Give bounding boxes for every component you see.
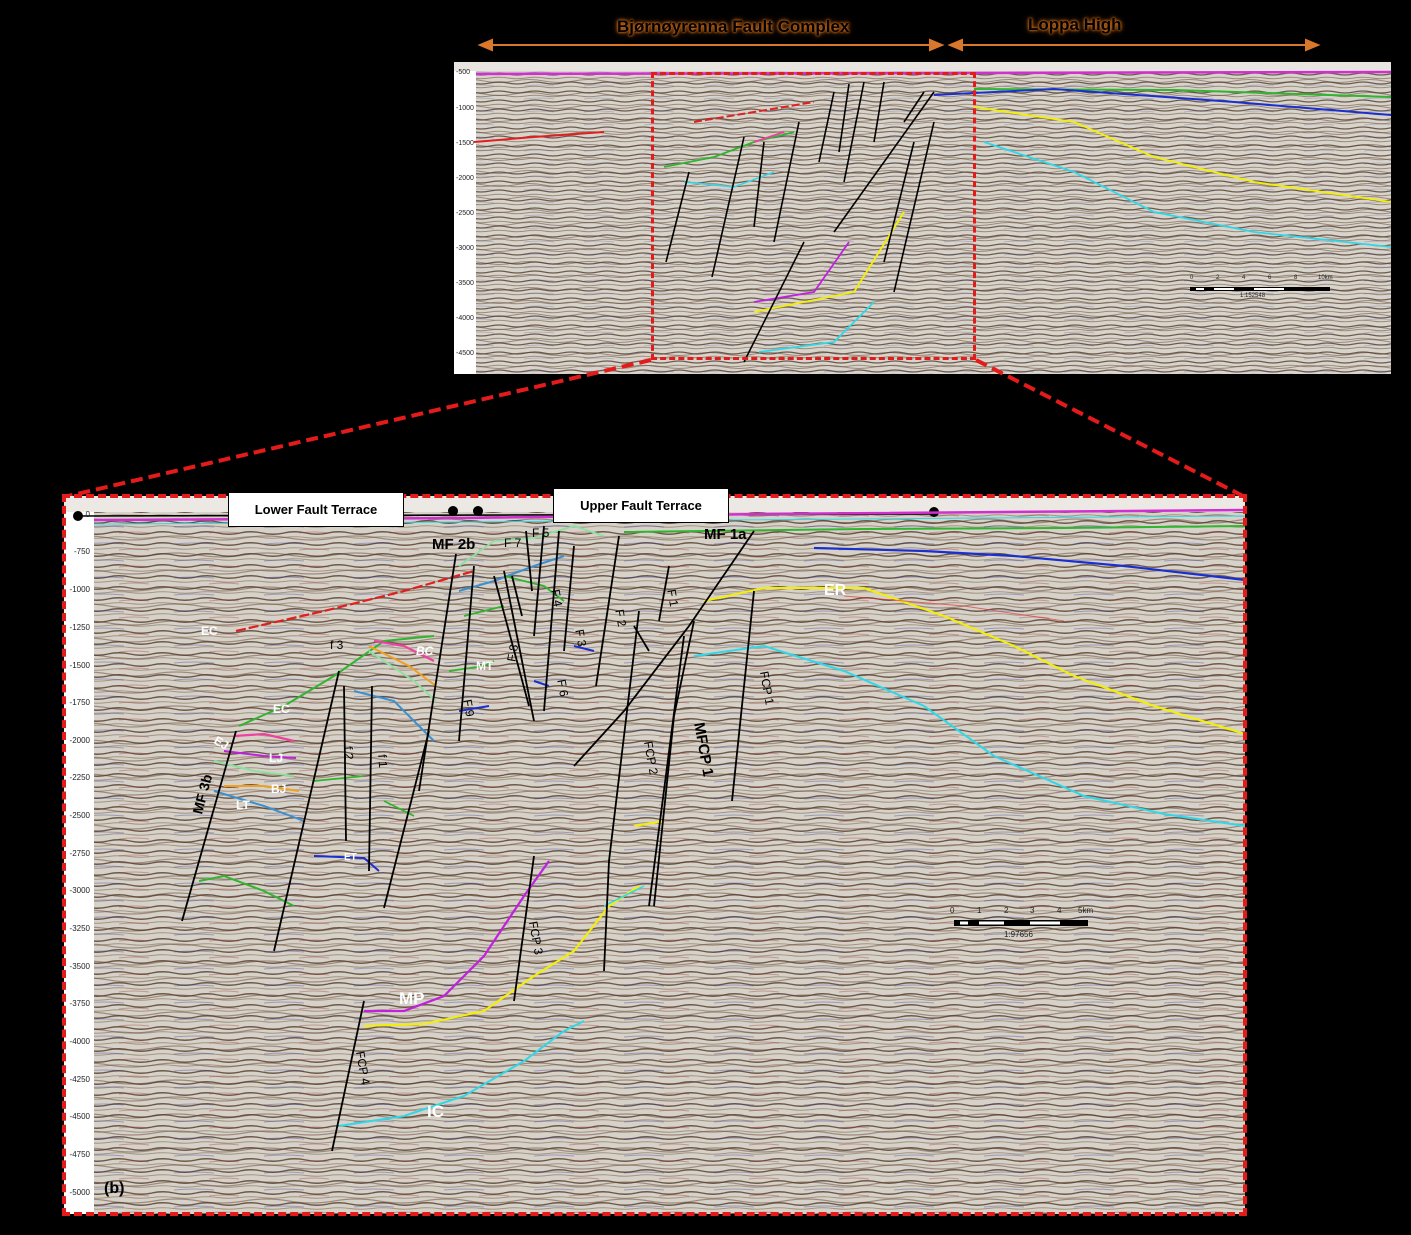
horizon-label: LJ <box>269 751 284 765</box>
detail-depth-tick: -2000 <box>69 736 90 745</box>
detail-scale-tick: 3 <box>1030 906 1035 915</box>
overview-seismic-image <box>454 62 1391 374</box>
overview-scale-bar: 0 2 4 6 8 10km 1:152548 <box>1190 275 1340 305</box>
detail-seismic-panel: 0 -750 -1000 -1250 -1500 -1750 -2000 -22… <box>64 496 1245 1214</box>
detail-depth-axis: 0 -750 -1000 -1250 -1500 -1750 -2000 -22… <box>64 496 94 1214</box>
detail-scale-bar: 0 1 2 3 4 5km 1:97656 <box>950 906 1100 946</box>
overview-scale-ratio: 1:152548 <box>1240 293 1266 299</box>
detail-scale-tick: 5km <box>1078 906 1094 915</box>
horizon-label: EC <box>273 702 290 716</box>
overview-scale-tick: 8 <box>1294 275 1298 281</box>
region-arrows <box>477 38 1321 52</box>
fault-label: MF 1a <box>704 526 747 543</box>
detail-scale-tick: 1 <box>977 906 982 915</box>
detail-depth-tick: -2500 <box>69 811 90 820</box>
horizon-label: ER <box>824 582 847 599</box>
detail-depth-tick: -750 <box>73 547 90 556</box>
horizon-label: ET <box>344 852 357 863</box>
detail-depth-tick: -4000 <box>69 1037 90 1046</box>
overview-scale-tick: 0 <box>1190 275 1194 281</box>
horizon-label: MP <box>399 989 425 1008</box>
horizon-label: BC <box>416 644 434 658</box>
detail-depth-tick: -4250 <box>69 1075 90 1084</box>
detail-depth-tick: -1000 <box>69 585 90 594</box>
overview-depth-tick: -3000 <box>456 245 474 252</box>
overview-depth-tick: -4500 <box>456 350 474 357</box>
horizon-label: EC <box>201 624 218 638</box>
detail-depth-tick: -3250 <box>69 924 90 933</box>
detail-depth-tick: 0 <box>85 510 90 519</box>
overview-depth-tick: -3500 <box>456 280 474 287</box>
fault-label: F 5 <box>532 526 550 540</box>
overview-depth-axis: -500 -1000 -1500 -2000 -2500 -3000 -3500… <box>454 62 476 374</box>
overview-scale-tick: 2 <box>1216 275 1220 281</box>
overview-depth-tick: -1500 <box>456 140 474 147</box>
detail-scale-ratio: 1:97656 <box>1004 930 1033 939</box>
fault-label: MF 2b <box>432 536 476 553</box>
horizon-labels: EC BC MT EC EJ LJ BJ LT ET ER MP IC <box>64 496 1245 1214</box>
detail-depth-tick: -4500 <box>69 1112 90 1121</box>
overview-depth-tick: -1000 <box>456 105 474 112</box>
overview-scale-tick: 10km <box>1318 275 1333 281</box>
fault-labels: MF 2b MF 1a F 7 F 5 F 4 F 8 F 3 F 2 F 1 … <box>64 496 1245 1214</box>
detail-seismic-image <box>64 496 1245 1214</box>
terrace-label-upper: Upper Fault Terrace <box>553 488 729 523</box>
fault-label: f 3 <box>330 638 344 652</box>
detail-depth-tick: -3750 <box>69 999 90 1008</box>
overview-depth-tick: -500 <box>456 69 471 76</box>
detail-depth-tick: -1500 <box>69 661 90 670</box>
overview-scale-tick: 4 <box>1242 275 1246 281</box>
detail-depth-tick: -5000 <box>69 1188 90 1197</box>
detail-depth-tick: -1250 <box>69 623 90 632</box>
detail-scale-tick: 4 <box>1057 906 1062 915</box>
detail-depth-tick: -3500 <box>69 962 90 971</box>
detail-depth-tick: -2750 <box>69 849 90 858</box>
region-label-bjornoyrenna: Bjørnøyrenna Fault Complex <box>617 17 850 36</box>
overview-depth-tick: -2500 <box>456 210 474 217</box>
overview-depth-tick: -2000 <box>456 175 474 182</box>
detail-depth-tick: -2250 <box>69 773 90 782</box>
terrace-label-lower: Lower Fault Terrace <box>228 492 404 527</box>
horizon-label: LT <box>236 798 250 812</box>
horizon-label: BJ <box>271 782 287 796</box>
detail-scale-tick: 0 <box>950 906 955 915</box>
detail-depth-tick: -1750 <box>69 698 90 707</box>
overview-seismic-panel: -500 -1000 -1500 -2000 -2500 -3000 -3500… <box>454 62 1391 374</box>
region-label-loppa-high: Loppa High <box>1028 15 1122 34</box>
panel-label: (b) <box>104 1180 125 1197</box>
fault-label: F 7 <box>504 536 522 550</box>
horizon-label: IC <box>427 1102 444 1121</box>
overview-scale-tick: 6 <box>1268 275 1272 281</box>
detail-scale-tick: 2 <box>1004 906 1009 915</box>
detail-depth-tick: -3000 <box>69 886 90 895</box>
overview-zoom-box <box>651 72 976 360</box>
detail-depth-tick: -4750 <box>69 1150 90 1159</box>
overview-depth-tick: -4000 <box>456 315 474 322</box>
horizon-label: MT <box>476 659 494 673</box>
detail-zoom-frame <box>62 494 1247 1216</box>
